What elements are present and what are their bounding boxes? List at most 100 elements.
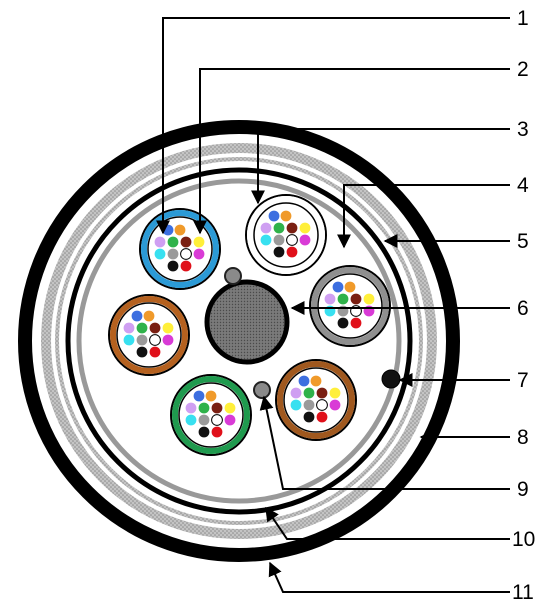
callout-label-2: 2 [517, 58, 529, 81]
tube-brown-right [275, 359, 357, 441]
fiber [136, 334, 148, 346]
fiber [174, 224, 186, 236]
fiber [167, 248, 179, 260]
leader-4 [337, 184, 510, 249]
fiber [310, 375, 322, 387]
fiber [167, 260, 179, 272]
fiber [298, 375, 310, 387]
fiber [154, 236, 166, 248]
tube-inner-outline [116, 302, 182, 368]
leader-lines [156, 17, 510, 593]
fiber [290, 387, 302, 399]
fiber [350, 293, 362, 305]
fiber [224, 402, 236, 414]
fiber [198, 402, 210, 414]
tube-ring [247, 196, 325, 274]
callout-label-7: 7 [517, 369, 529, 392]
tube-ring [172, 376, 250, 454]
fiber [316, 399, 328, 411]
fiber [280, 210, 292, 222]
tube-inner-outline [317, 273, 383, 339]
fiber [273, 222, 285, 234]
tube-white [245, 194, 327, 276]
leader-11 [268, 561, 510, 593]
callout-label-3: 3 [517, 118, 529, 141]
tube-blue [139, 208, 221, 290]
fiber [149, 346, 161, 358]
wrap-tape [76, 178, 402, 504]
fiber [162, 334, 174, 346]
ripcord [381, 369, 401, 389]
tube-grey [309, 265, 391, 347]
leader-10 [265, 506, 510, 540]
fiber [162, 322, 174, 334]
fiber [363, 293, 375, 305]
fiber [316, 387, 328, 399]
filler-bottom [253, 381, 271, 399]
fiber [198, 426, 210, 438]
leader-3 [251, 128, 510, 205]
tube-ring [110, 296, 188, 374]
fiber [224, 414, 236, 426]
central-strength-member [204, 279, 290, 365]
fiber [193, 248, 205, 260]
fiber [198, 414, 210, 426]
leader-1 [156, 17, 510, 235]
hatched-band [41, 143, 437, 539]
fiber [286, 234, 298, 246]
callout-label-5: 5 [517, 230, 529, 253]
fiber [180, 236, 192, 248]
fiber [286, 222, 298, 234]
fiber [193, 390, 205, 402]
leader-9 [259, 395, 510, 490]
fiber [149, 322, 161, 334]
fiber [350, 317, 362, 329]
fiber [131, 310, 143, 322]
fiber [324, 293, 336, 305]
tube-ring [277, 361, 355, 439]
tube-ring [311, 267, 389, 345]
fiber [329, 387, 341, 399]
fiber [167, 236, 179, 248]
fiber [273, 234, 285, 246]
callout-label-4: 4 [517, 174, 529, 197]
fiber [211, 402, 223, 414]
fiber [136, 322, 148, 334]
fiber [299, 234, 311, 246]
tube-inner-outline [283, 367, 349, 433]
fiber [143, 310, 155, 322]
callout-label-1: 1 [517, 7, 529, 30]
fiber [337, 293, 349, 305]
fiber [180, 248, 192, 260]
fiber [299, 222, 311, 234]
fiber [329, 399, 341, 411]
filler-top [224, 267, 242, 285]
callout-label-10: 10 [512, 528, 535, 551]
tube-ring [141, 210, 219, 288]
fiber [211, 426, 223, 438]
fiber [260, 234, 272, 246]
fiber [154, 248, 166, 260]
fiber [185, 414, 197, 426]
fiber [123, 322, 135, 334]
callout-label-9: 9 [517, 478, 529, 501]
fiber [162, 224, 174, 236]
fiber [260, 222, 272, 234]
callout-label-6: 6 [517, 297, 529, 320]
fiber [286, 246, 298, 258]
callout-label-8: 8 [517, 426, 529, 449]
fiber [303, 411, 315, 423]
loose-tubes [108, 194, 391, 456]
fiber [185, 402, 197, 414]
fiber [180, 260, 192, 272]
fiber [332, 281, 344, 293]
fiber [303, 399, 315, 411]
fiber [193, 236, 205, 248]
tube-inner-outline [178, 382, 244, 448]
fiber [123, 334, 135, 346]
fiber [211, 414, 223, 426]
hatched-band-inner [55, 157, 423, 525]
fiber [268, 210, 280, 222]
fiber [303, 387, 315, 399]
